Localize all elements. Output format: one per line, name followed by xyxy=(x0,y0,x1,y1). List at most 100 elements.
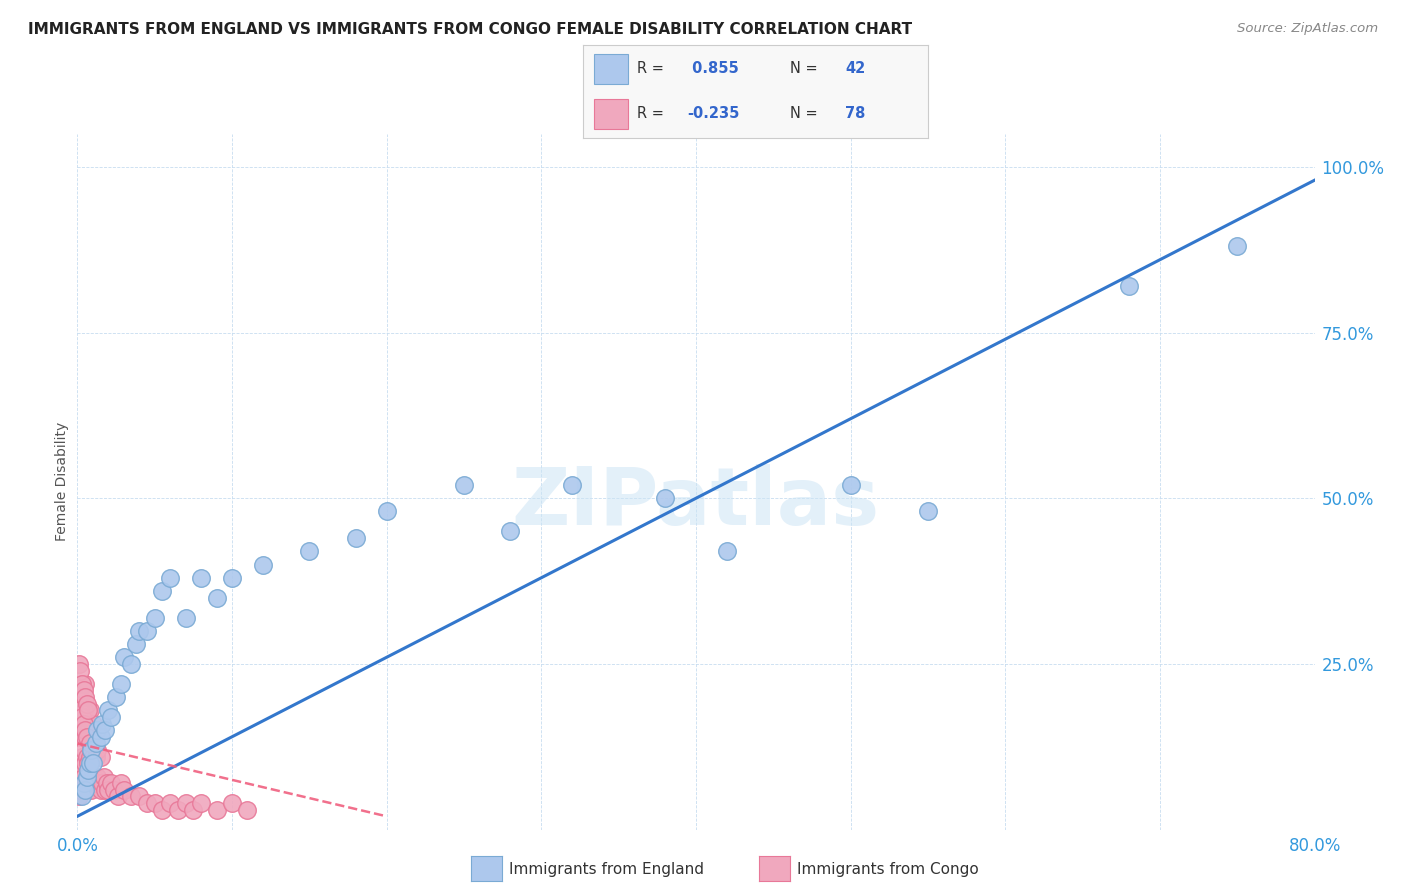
Point xyxy=(72,776,94,790)
Point xyxy=(80,743,103,757)
Text: IMMIGRANTS FROM ENGLAND VS IMMIGRANTS FROM CONGO FEMALE DISABILITY CORRELATION C: IMMIGRANTS FROM ENGLAND VS IMMIGRANTS FR… xyxy=(28,22,912,37)
Point xyxy=(87,776,110,790)
Point xyxy=(82,776,104,790)
Point xyxy=(77,703,100,717)
Point xyxy=(79,749,101,764)
Point xyxy=(67,723,90,738)
Point xyxy=(76,716,98,731)
Point xyxy=(83,736,105,750)
Point xyxy=(136,624,159,638)
Point xyxy=(1118,279,1140,293)
Point xyxy=(67,690,90,704)
Point xyxy=(72,716,94,731)
Point xyxy=(110,776,132,790)
Point xyxy=(75,723,96,738)
Point xyxy=(97,703,120,717)
Point xyxy=(174,796,197,810)
Bar xyxy=(593,99,628,129)
Bar xyxy=(593,54,628,84)
Point xyxy=(79,776,101,790)
Point xyxy=(152,584,174,599)
Point xyxy=(93,770,115,784)
Point xyxy=(86,770,108,784)
Point xyxy=(76,697,98,711)
Point xyxy=(159,796,181,810)
Point xyxy=(77,763,100,777)
Text: 78: 78 xyxy=(845,106,866,121)
Point xyxy=(1226,239,1249,253)
Point xyxy=(100,776,122,790)
Point xyxy=(125,637,148,651)
Point xyxy=(344,531,367,545)
Point xyxy=(77,782,100,797)
Text: ZIPatlas: ZIPatlas xyxy=(512,464,880,541)
Text: Immigrants from England: Immigrants from England xyxy=(509,863,704,877)
Text: R =: R = xyxy=(637,106,668,121)
Point xyxy=(79,703,101,717)
Point xyxy=(143,610,166,624)
Point xyxy=(90,730,111,744)
Point xyxy=(110,677,132,691)
Point xyxy=(716,544,738,558)
Text: Immigrants from Congo: Immigrants from Congo xyxy=(797,863,979,877)
Point xyxy=(69,664,91,678)
Point xyxy=(112,782,135,797)
Point xyxy=(79,756,101,771)
Point xyxy=(70,710,93,724)
Point xyxy=(136,796,159,810)
Point xyxy=(499,524,522,539)
Point xyxy=(84,776,107,790)
Point xyxy=(76,776,98,790)
Text: N =: N = xyxy=(790,62,823,77)
Point xyxy=(221,796,243,810)
Point xyxy=(128,789,150,804)
Point xyxy=(167,803,190,817)
Point xyxy=(174,610,197,624)
Point xyxy=(79,736,101,750)
Point xyxy=(143,796,166,810)
Point xyxy=(77,756,100,771)
Point xyxy=(70,677,93,691)
Point xyxy=(70,789,93,804)
Point xyxy=(121,657,143,671)
Point xyxy=(128,624,150,638)
Point xyxy=(75,756,96,771)
Point xyxy=(121,789,143,804)
Point xyxy=(76,770,98,784)
Point xyxy=(839,478,862,492)
Point xyxy=(76,749,98,764)
Point xyxy=(67,789,90,804)
Point xyxy=(72,770,94,784)
Point xyxy=(72,703,94,717)
Point xyxy=(76,730,98,744)
Point xyxy=(83,770,105,784)
Point xyxy=(112,650,135,665)
Point xyxy=(67,657,90,671)
Point xyxy=(100,710,122,724)
Point xyxy=(190,796,212,810)
Point xyxy=(205,591,228,605)
Point xyxy=(654,491,676,506)
Point xyxy=(917,504,939,518)
Point xyxy=(561,478,583,492)
Point xyxy=(69,690,91,704)
Text: R =: R = xyxy=(637,62,668,77)
Point xyxy=(221,571,243,585)
Point xyxy=(75,690,96,704)
Point xyxy=(96,776,118,790)
Point xyxy=(70,677,93,691)
Point xyxy=(97,782,120,797)
Point xyxy=(75,782,96,797)
Point xyxy=(84,736,107,750)
Y-axis label: Female Disability: Female Disability xyxy=(55,422,69,541)
Point xyxy=(94,723,117,738)
Point xyxy=(190,571,212,585)
Point xyxy=(91,716,114,731)
Point xyxy=(453,478,475,492)
Point xyxy=(105,690,127,704)
Point xyxy=(67,770,90,784)
Point xyxy=(375,504,398,518)
Point xyxy=(152,803,174,817)
Text: Source: ZipAtlas.com: Source: ZipAtlas.com xyxy=(1237,22,1378,36)
Point xyxy=(252,558,274,572)
